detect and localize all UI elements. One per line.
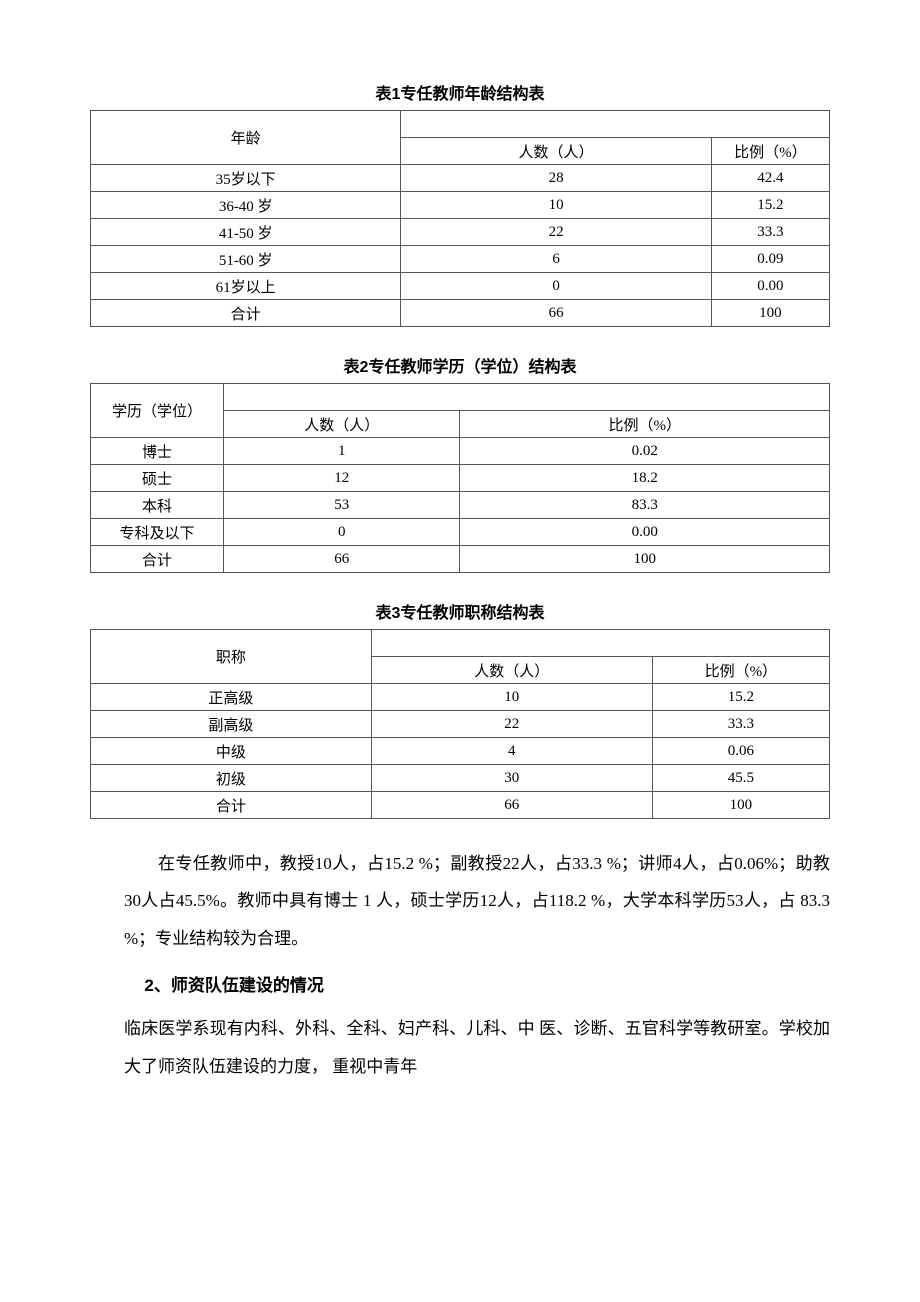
table1-col2: 比例（%）: [711, 138, 829, 165]
table-row: 35岁以下2842.4: [91, 165, 830, 192]
cell-key: 博士: [91, 438, 224, 465]
cell-key: 合计: [91, 300, 401, 327]
table-row: 专科及以下00.00: [91, 519, 830, 546]
cell-n: 10: [371, 684, 652, 711]
cell-n: 53: [224, 492, 460, 519]
cell-n: 66: [401, 300, 711, 327]
cell-p: 42.4: [711, 165, 829, 192]
table-row: 合计66100: [91, 792, 830, 819]
cell-p: 100: [652, 792, 829, 819]
cell-p: 100: [711, 300, 829, 327]
paragraph-2: 临床医学系现有内科、外科、全科、妇产科、儿科、中 医、诊断、五官科学等教研室。学…: [90, 1010, 830, 1085]
table-row: 副高级2233.3: [91, 711, 830, 738]
cell-key: 副高级: [91, 711, 372, 738]
cell-key: 41-50 岁: [91, 219, 401, 246]
cell-key: 36-40 岁: [91, 192, 401, 219]
table-row: 正高级1015.2: [91, 684, 830, 711]
cell-key: 正高级: [91, 684, 372, 711]
cell-n: 22: [401, 219, 711, 246]
cell-n: 66: [224, 546, 460, 573]
table1-rowhead: 年龄: [91, 111, 401, 165]
cell-key: 专科及以下: [91, 519, 224, 546]
cell-key: 合计: [91, 546, 224, 573]
table1: 年龄 人数（人） 比例（%） 35岁以下2842.4 36-40 岁1015.2…: [90, 110, 830, 327]
cell-n: 22: [371, 711, 652, 738]
table1-caption: 表1专任教师年龄结构表: [90, 80, 830, 104]
cell-p: 83.3: [460, 492, 830, 519]
cell-p: 33.3: [711, 219, 829, 246]
table-row: 36-40 岁1015.2: [91, 192, 830, 219]
cell-n: 4: [371, 738, 652, 765]
cell-n: 0: [401, 273, 711, 300]
cell-key: 51-60 岁: [91, 246, 401, 273]
paragraph-1: 在专任教师中，教授10人，占15.2 %；副教授22人，占33.3 %；讲师4人…: [90, 845, 830, 957]
cell-p: 18.2: [460, 465, 830, 492]
cell-p: 45.5: [652, 765, 829, 792]
table3-col2: 比例（%）: [652, 657, 829, 684]
table-row: 41-50 岁2233.3: [91, 219, 830, 246]
table3-col1: 人数（人）: [371, 657, 652, 684]
cell-p: 33.3: [652, 711, 829, 738]
table2-rowhead: 学历（学位）: [91, 384, 224, 438]
cell-p: 0.09: [711, 246, 829, 273]
cell-n: 30: [371, 765, 652, 792]
table-row: 初级3045.5: [91, 765, 830, 792]
table3-caption: 表3专任教师职称结构表: [90, 599, 830, 623]
cell-n: 0: [224, 519, 460, 546]
table2-col2: 比例（%）: [460, 411, 830, 438]
cell-p: 0.06: [652, 738, 829, 765]
table2-caption: 表2专任教师学历（学位）结构表: [90, 353, 830, 377]
table-row: 合计66100: [91, 546, 830, 573]
table1-group-header: [401, 111, 830, 138]
table2: 学历（学位） 人数（人） 比例（%） 博士10.02 硕士1218.2 本科53…: [90, 383, 830, 573]
table-row: 本科5383.3: [91, 492, 830, 519]
cell-p: 100: [460, 546, 830, 573]
cell-p: 0.02: [460, 438, 830, 465]
cell-n: 1: [224, 438, 460, 465]
table1-col1: 人数（人）: [401, 138, 711, 165]
cell-n: 28: [401, 165, 711, 192]
table2-group-header: [224, 384, 830, 411]
table3-rowhead: 职称: [91, 630, 372, 684]
cell-p: 0.00: [460, 519, 830, 546]
cell-p: 15.2: [652, 684, 829, 711]
table-row: 博士10.02: [91, 438, 830, 465]
cell-key: 本科: [91, 492, 224, 519]
cell-n: 10: [401, 192, 711, 219]
cell-n: 12: [224, 465, 460, 492]
cell-key: 初级: [91, 765, 372, 792]
table-row: 硕士1218.2: [91, 465, 830, 492]
cell-n: 6: [401, 246, 711, 273]
cell-p: 15.2: [711, 192, 829, 219]
cell-p: 0.00: [711, 273, 829, 300]
table-row: 合计66100: [91, 300, 830, 327]
table3: 职称 人数（人） 比例（%） 正高级1015.2 副高级2233.3 中级40.…: [90, 629, 830, 819]
cell-n: 66: [371, 792, 652, 819]
section-heading-2: 2、师资队伍建设的情况: [90, 971, 830, 996]
cell-key: 合计: [91, 792, 372, 819]
cell-key: 中级: [91, 738, 372, 765]
cell-key: 硕士: [91, 465, 224, 492]
table2-col1: 人数（人）: [224, 411, 460, 438]
table3-group-header: [371, 630, 829, 657]
cell-key: 61岁以上: [91, 273, 401, 300]
table-row: 61岁以上00.00: [91, 273, 830, 300]
table-row: 中级40.06: [91, 738, 830, 765]
cell-key: 35岁以下: [91, 165, 401, 192]
table-row: 51-60 岁60.09: [91, 246, 830, 273]
